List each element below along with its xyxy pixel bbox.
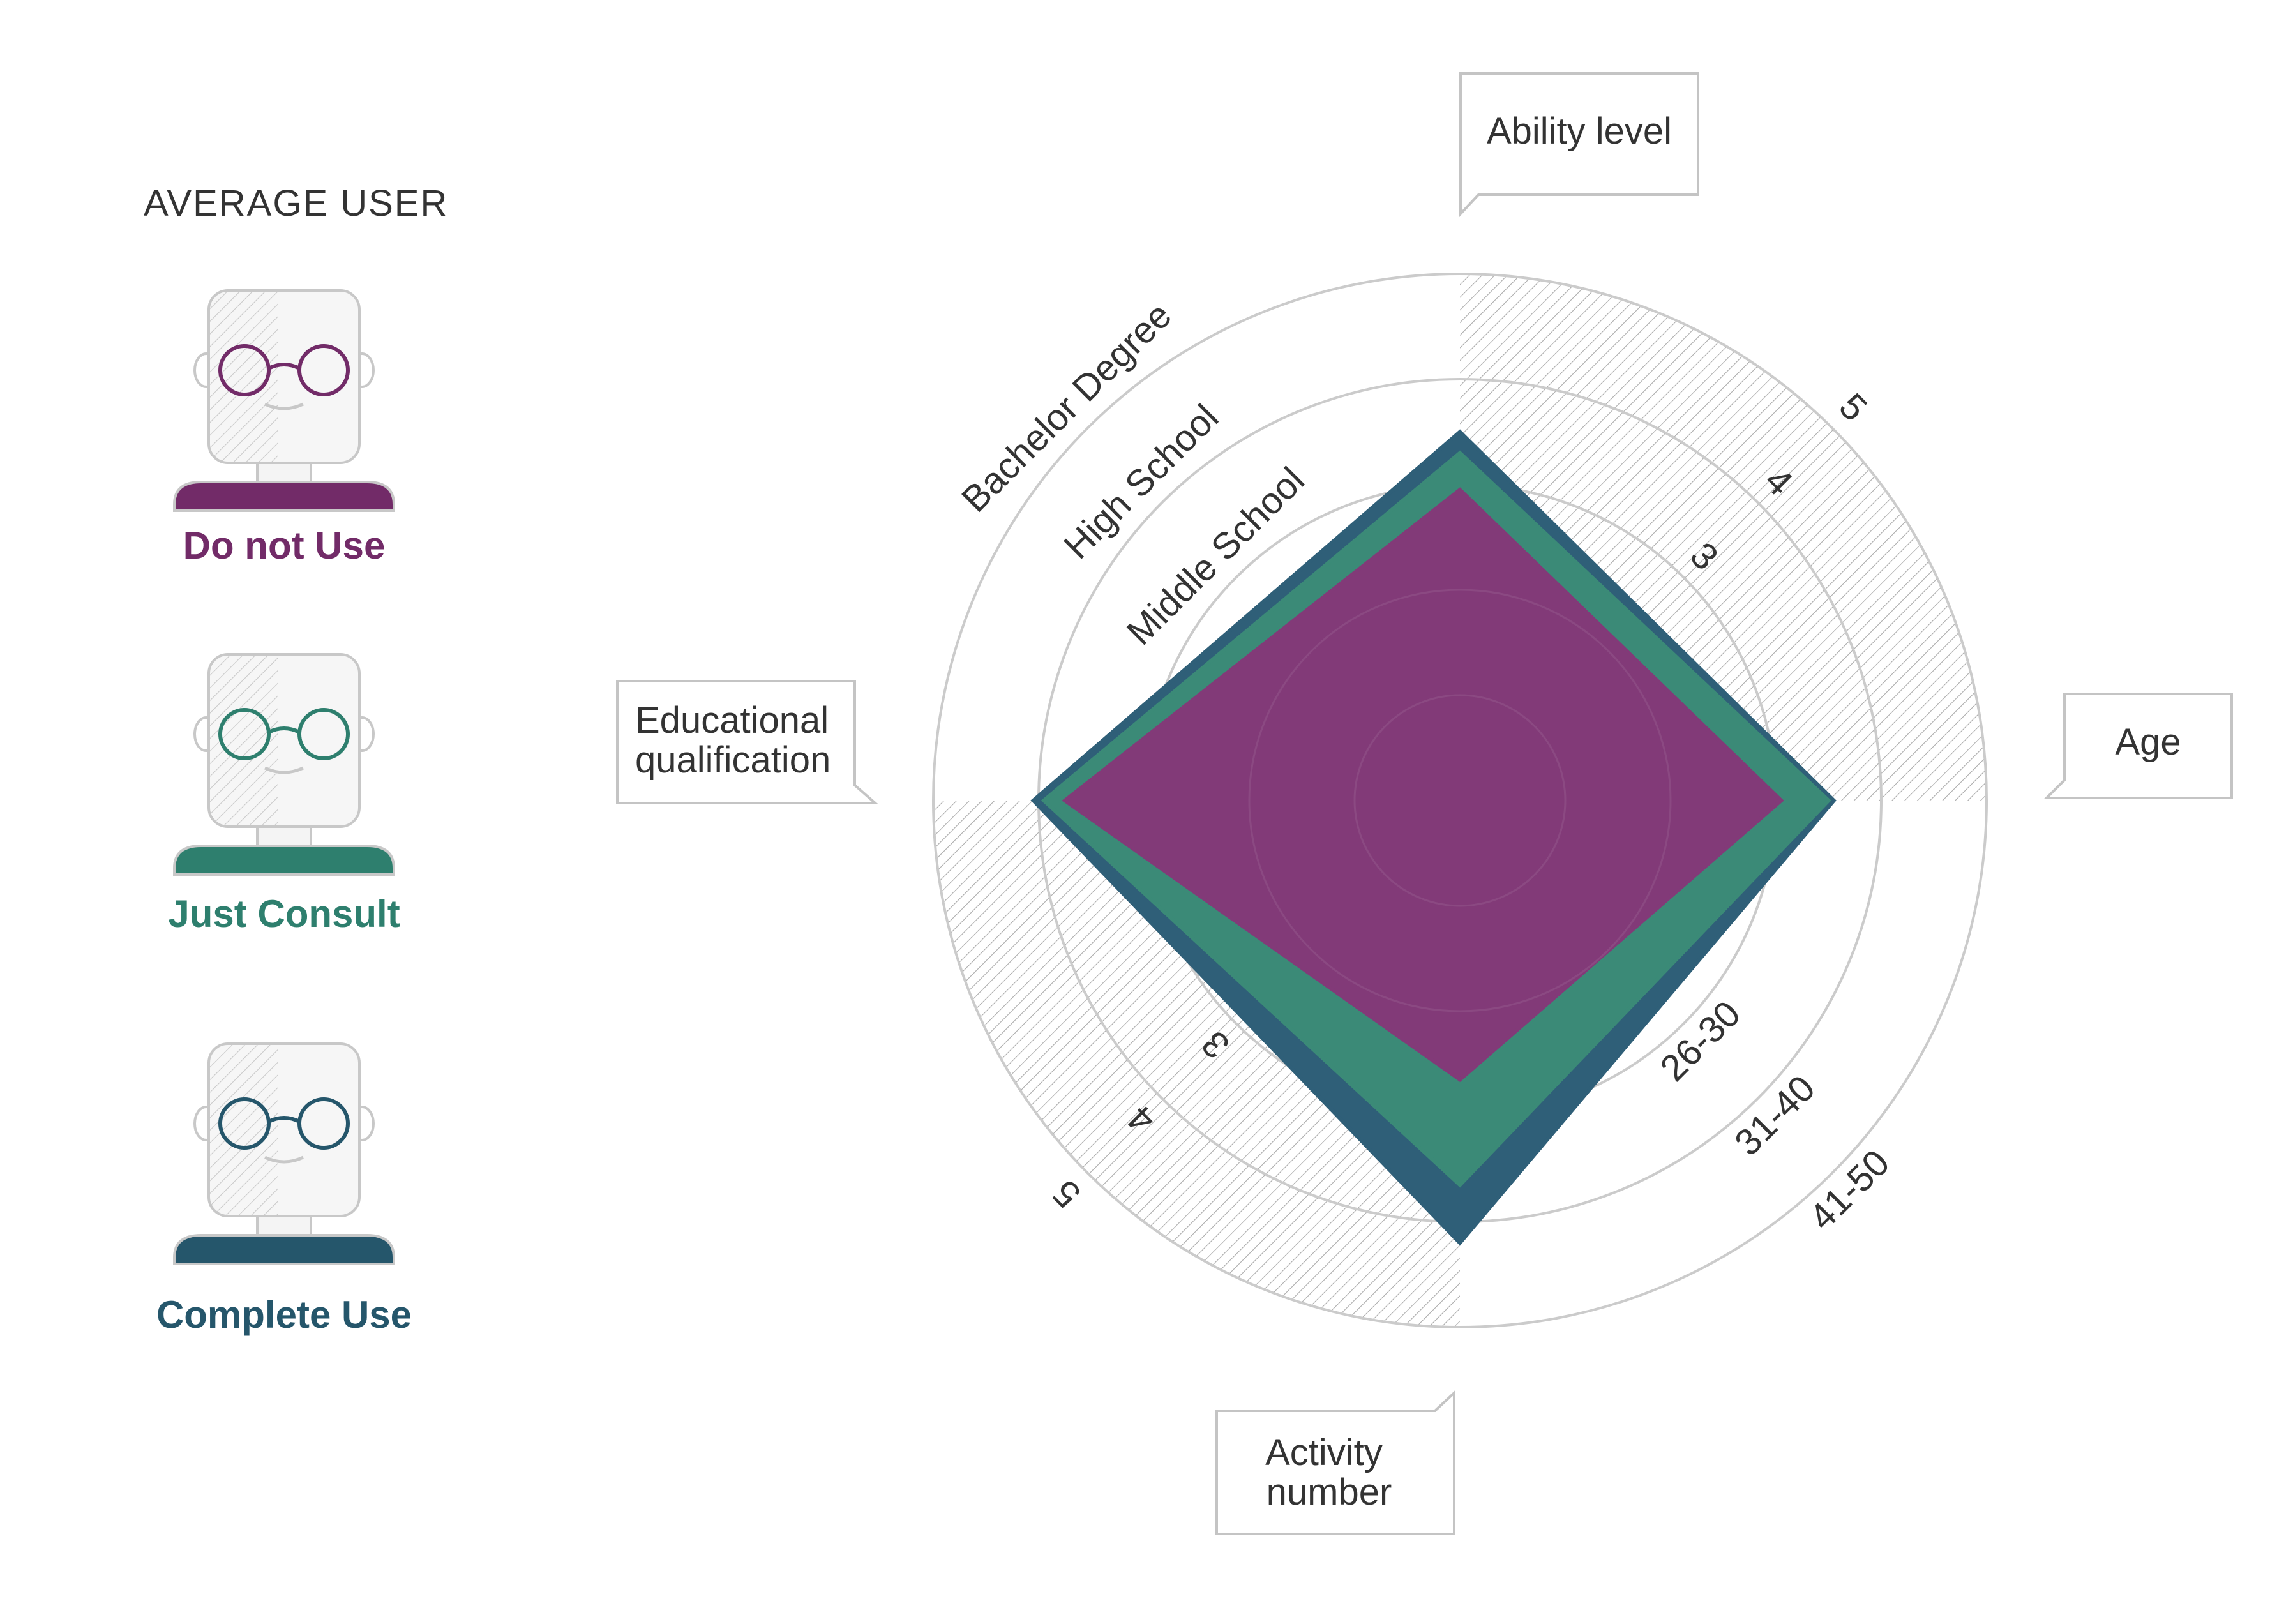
- grid-ring-overlay-2: [1248, 589, 1672, 1012]
- legend-item-complete-use: Complete Use: [156, 1042, 412, 1336]
- legend: Do not Use Just Consult Complete Use: [156, 289, 412, 1336]
- callout-ability-level: Ability level: [1459, 72, 1699, 218]
- axis-title-ability-level: Ability level: [1487, 110, 1672, 152]
- callout-activity-number: Activity number: [1215, 1390, 1455, 1535]
- glasses-lens-left: [218, 344, 271, 396]
- avatar-shoulders: [173, 845, 395, 876]
- legend-label: Complete Use: [156, 1293, 412, 1336]
- callout-age: Age: [2043, 693, 2233, 799]
- axis-title-age: Age: [2115, 721, 2181, 763]
- glasses-lens-right: [297, 344, 350, 396]
- avatar-mouth: [264, 402, 304, 410]
- series-do-not-use: [1062, 487, 1784, 1083]
- axis-title-activity-number: Activity number: [1265, 1432, 1393, 1513]
- avatar-shoulders: [173, 481, 395, 512]
- legend-item-just-consult: Just Consult: [168, 653, 400, 935]
- avatar-head-shade: [210, 1045, 278, 1215]
- avatar-mouth: [264, 1155, 304, 1164]
- legend-heading: AVERAGE USER: [144, 183, 448, 224]
- legend-label: Do not Use: [183, 524, 386, 567]
- glasses-lens-left: [218, 1097, 271, 1150]
- callout-educational-qualification: Educational qualification: [616, 680, 879, 804]
- legend-label: Just Consult: [168, 892, 400, 935]
- grid-ring-5: [932, 273, 1988, 1328]
- glasses-bridge: [267, 726, 301, 734]
- avatar-head-shade: [210, 656, 278, 825]
- glasses-lens-right: [297, 708, 350, 760]
- avatar-head-shade: [210, 292, 278, 462]
- avatar-shoulders: [173, 1234, 395, 1265]
- glasses-bridge: [267, 1116, 301, 1124]
- tick-label-ability-level-5: 5: [1831, 386, 1875, 430]
- avatar-mouth: [264, 766, 304, 774]
- glasses-lens-left: [218, 708, 271, 760]
- glasses-bridge: [267, 363, 301, 370]
- tick-label-activity-number-5: 5: [1045, 1172, 1089, 1216]
- legend-item-do-not-use: Do not Use: [173, 289, 395, 567]
- glasses-lens-right: [297, 1097, 350, 1150]
- axis-title-educational-qualification: Educational qualification: [635, 700, 839, 781]
- grid-ring-overlay-1: [1353, 694, 1567, 907]
